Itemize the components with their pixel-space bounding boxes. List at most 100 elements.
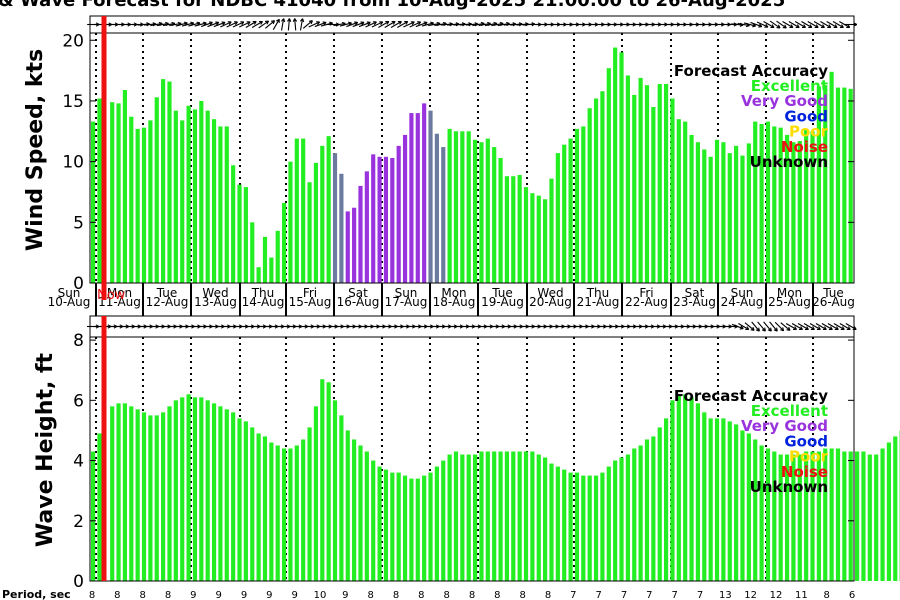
bar (543, 457, 548, 581)
bar (243, 421, 248, 581)
bar (772, 451, 777, 581)
bar (568, 472, 573, 581)
bar (581, 475, 586, 581)
y-tick-label: 4 (73, 452, 84, 472)
day-date: 14-Aug (242, 295, 285, 309)
day-name: Fri (303, 286, 317, 300)
bar (683, 121, 688, 283)
direction-arrow (791, 323, 803, 331)
bar (110, 102, 115, 283)
bar (746, 143, 751, 283)
bar (562, 144, 567, 283)
bar (676, 394, 681, 581)
direction-arrow (820, 21, 832, 29)
day-name: Tue (491, 286, 513, 300)
direction-arrow (833, 323, 845, 331)
day-date: 10-Aug (48, 295, 91, 309)
day-date: 18-Aug (433, 295, 476, 309)
bar (848, 451, 853, 581)
bar (600, 91, 605, 283)
bar (644, 439, 650, 581)
bar (861, 451, 866, 581)
bar (262, 436, 268, 581)
bar (823, 85, 828, 284)
bar (326, 382, 331, 581)
period-value: 8 (494, 590, 500, 600)
bar (250, 427, 255, 581)
bar (848, 88, 853, 283)
bar (135, 128, 140, 283)
direction-arrow (403, 21, 415, 28)
y-tick-label: 2 (73, 512, 84, 532)
bar (466, 131, 471, 283)
bar (823, 448, 828, 581)
y-tick-label: 8 (73, 331, 84, 351)
bar (689, 134, 694, 283)
wave-direction-arrows (86, 321, 857, 332)
bar (816, 451, 821, 581)
bar (205, 400, 210, 581)
bar (651, 107, 656, 284)
period-values: 8 8 8 8 9 9 9 9 9 10 9 8 8 8 8 8 8 8 8 7 7 7 7 7 7 13 12 12 11 8 6 (89, 590, 855, 600)
bar (186, 105, 191, 283)
bar (199, 397, 204, 581)
bar (390, 472, 395, 581)
wind-y-ticks: 0 5 10 15 20 (62, 31, 854, 294)
bar (606, 466, 611, 581)
bar (167, 81, 172, 283)
bar (727, 153, 732, 283)
day-name: Fri (639, 286, 653, 300)
bar (880, 448, 885, 581)
bar (97, 98, 102, 283)
bar (167, 406, 172, 581)
day-name: Tue (156, 286, 178, 300)
bar (141, 127, 147, 284)
y-tick-label: 20 (62, 31, 84, 51)
bar (352, 207, 357, 283)
bar (402, 134, 408, 283)
bar (453, 131, 459, 283)
direction-arrow (207, 21, 220, 28)
direction-arrow (371, 21, 384, 28)
bar (466, 454, 471, 581)
bar (555, 466, 560, 581)
bar (797, 454, 802, 581)
bar (778, 454, 783, 581)
direction-arrow (785, 323, 797, 331)
bar (199, 100, 204, 283)
bar (855, 451, 860, 581)
bar (447, 128, 452, 283)
bar (358, 445, 363, 581)
bar (613, 47, 618, 283)
bar (734, 424, 739, 581)
period-value: 6 (849, 590, 855, 600)
bar (511, 451, 516, 581)
direction-arrow (845, 323, 857, 331)
chart-title: & Wave Forecast for NDBC 41040 from 10-A… (0, 0, 785, 11)
bar (504, 451, 509, 581)
day-date: 16-Aug (337, 295, 380, 309)
bar (689, 397, 694, 581)
bar (415, 478, 420, 581)
bar (702, 149, 707, 283)
bar (428, 110, 433, 283)
bar (301, 439, 306, 581)
bar (345, 430, 350, 581)
bar (135, 409, 140, 581)
bar (237, 418, 242, 581)
bar (804, 451, 809, 581)
bar (511, 176, 516, 283)
bar (473, 454, 478, 581)
bar (447, 454, 452, 581)
legend-entry: Poor (789, 123, 829, 141)
bar (702, 412, 707, 581)
bar (791, 454, 796, 581)
bar (180, 120, 185, 284)
day-name: Thu (251, 286, 275, 300)
bar (683, 394, 688, 581)
bar (307, 427, 312, 581)
wave-bars (91, 379, 900, 582)
legend-entry: Very Good (741, 92, 828, 110)
bar (345, 211, 350, 283)
